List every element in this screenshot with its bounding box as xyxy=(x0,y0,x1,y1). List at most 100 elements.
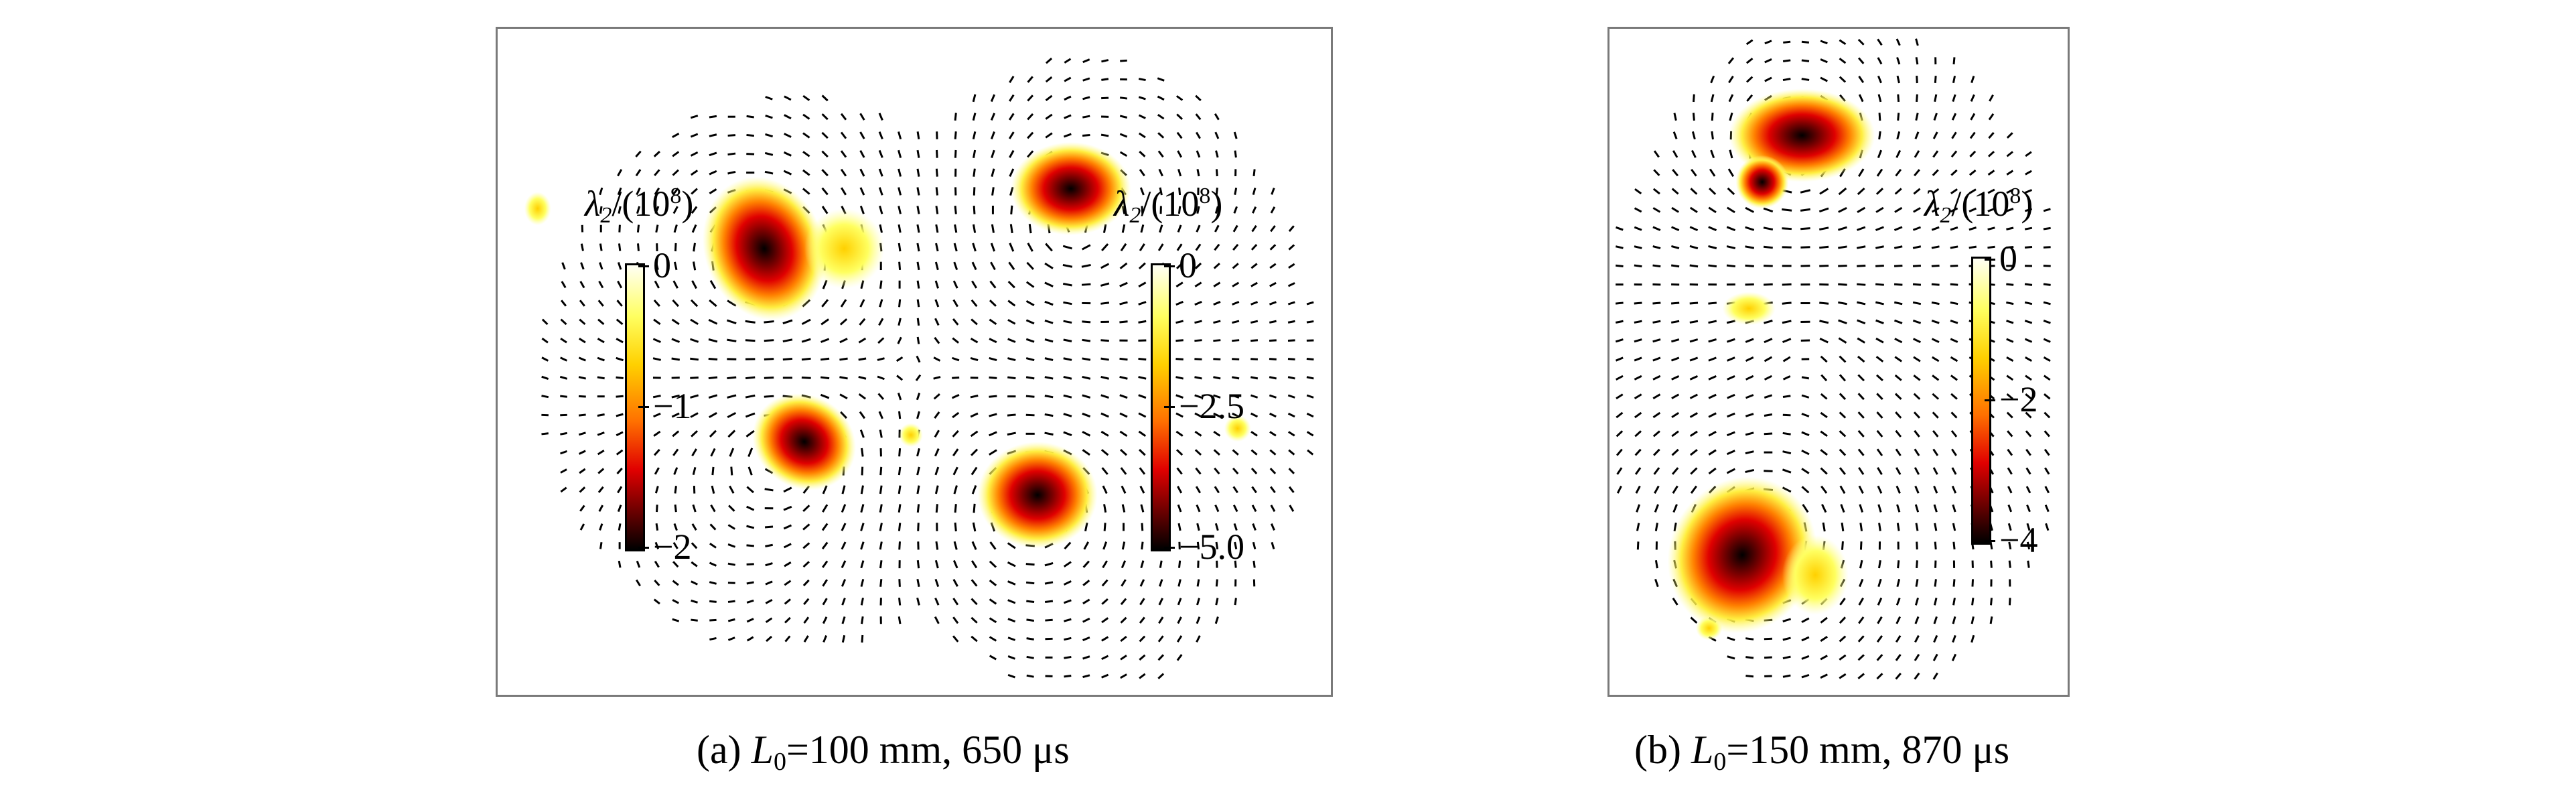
velocity-arrow xyxy=(693,261,697,271)
velocity-arrow xyxy=(1690,467,1698,475)
velocity-arrow xyxy=(765,598,773,604)
velocity-arrow xyxy=(879,541,883,550)
velocity-arrow xyxy=(953,243,958,252)
velocity-arrow xyxy=(1801,655,1810,660)
velocity-arrow xyxy=(935,187,939,196)
velocity-arrow xyxy=(971,541,977,550)
velocity-arrow xyxy=(1008,113,1015,121)
velocity-arrow xyxy=(1250,358,1259,360)
velocity-arrow xyxy=(2025,448,2031,456)
velocity-arrow xyxy=(1691,149,1697,158)
velocity-arrow xyxy=(916,597,920,606)
velocity-arrow xyxy=(1025,338,1035,343)
velocity-arrow xyxy=(879,523,883,531)
velocity-arrow xyxy=(727,524,735,530)
velocity-arrow xyxy=(1028,224,1032,234)
velocity-arrow xyxy=(745,394,756,399)
velocity-arrow xyxy=(1213,320,1221,324)
velocity-arrow xyxy=(672,133,680,139)
velocity-arrow xyxy=(820,338,830,343)
velocity-arrow xyxy=(1969,170,1977,176)
velocity-arrow xyxy=(599,206,603,214)
velocity-arrow xyxy=(1839,393,1847,400)
velocity-arrow xyxy=(820,376,830,380)
velocity-arrow xyxy=(989,338,997,344)
velocity-arrow xyxy=(1951,131,1957,139)
velocity-arrow xyxy=(953,541,958,550)
velocity-arrow xyxy=(916,243,920,252)
velocity-arrow xyxy=(1841,522,1845,532)
velocity-arrow xyxy=(765,96,773,100)
velocity-arrow xyxy=(616,376,624,379)
velocity-arrow xyxy=(597,299,604,307)
velocity-arrow xyxy=(1857,374,1865,382)
velocity-arrow xyxy=(1857,283,1866,286)
velocity-arrow xyxy=(1101,617,1109,624)
velocity-arrow xyxy=(859,318,866,326)
velocity-arrow xyxy=(671,357,681,361)
velocity-arrow xyxy=(1896,504,1901,513)
velocity-arrow xyxy=(2043,356,2051,362)
velocity-arrow xyxy=(1194,394,1202,399)
velocity-arrow xyxy=(652,357,661,361)
velocity-arrow xyxy=(636,187,641,196)
velocity-arrow xyxy=(1914,616,1920,624)
velocity-arrow xyxy=(1875,356,1884,362)
velocity-arrow xyxy=(822,504,829,513)
velocity-arrow xyxy=(710,504,716,513)
velocity-arrow xyxy=(1691,168,1697,177)
velocity-arrow xyxy=(1952,75,1956,84)
velocity-arrow xyxy=(934,318,940,326)
velocity-arrow xyxy=(1101,598,1108,605)
velocity-arrow xyxy=(1026,674,1034,678)
velocity-arrow xyxy=(1764,40,1772,45)
velocity-arrow xyxy=(1931,207,1940,213)
velocity-arrow xyxy=(746,153,755,155)
velocity-arrow xyxy=(1764,470,1773,472)
velocity-arrow xyxy=(560,486,567,493)
velocity-arrow xyxy=(1157,243,1164,251)
velocity-arrow xyxy=(989,356,997,362)
velocity-arrow xyxy=(1195,113,1202,121)
velocity-arrow xyxy=(952,280,958,289)
velocity-arrow xyxy=(1139,243,1145,251)
vortex-core-region xyxy=(1782,535,1849,615)
velocity-arrow xyxy=(2007,523,2012,531)
velocity-arrow xyxy=(653,299,660,307)
velocity-arrow xyxy=(1120,59,1127,62)
velocity-arrow xyxy=(916,393,921,401)
velocity-arrow xyxy=(1876,654,1883,661)
velocity-arrow xyxy=(859,131,865,139)
velocity-arrow xyxy=(1062,282,1072,287)
velocity-arrow xyxy=(784,580,792,586)
velocity-arrow xyxy=(1839,673,1847,679)
velocity-arrow xyxy=(952,579,958,587)
velocity-arrow xyxy=(709,429,717,438)
velocity-arrow xyxy=(1875,245,1884,249)
velocity-arrow xyxy=(1933,504,1938,513)
velocity-arrow xyxy=(708,394,718,399)
velocity-arrow xyxy=(1196,206,1200,214)
velocity-arrow xyxy=(1119,357,1128,361)
velocity-arrow xyxy=(916,224,920,233)
velocity-arrow xyxy=(1175,320,1184,324)
velocity-arrow xyxy=(1634,375,1642,381)
velocity-arrow xyxy=(1876,411,1883,419)
velocity-arrow xyxy=(1027,113,1034,121)
velocity-arrow xyxy=(1952,634,1956,643)
velocity-arrow xyxy=(1636,523,1640,531)
velocity-arrow xyxy=(745,376,756,380)
colorbar-2-tick-top: 0 xyxy=(1164,245,1197,285)
velocity-arrow xyxy=(1232,394,1240,399)
velocity-arrow xyxy=(898,485,902,494)
velocity-arrow xyxy=(1653,150,1660,158)
velocity-arrow xyxy=(1044,357,1054,361)
velocity-arrow xyxy=(616,413,624,417)
velocity-arrow xyxy=(1690,485,1697,494)
velocity-arrow xyxy=(709,561,717,567)
velocity-arrow xyxy=(1288,225,1295,232)
velocity-arrow xyxy=(1121,579,1127,587)
velocity-arrow xyxy=(1689,302,1699,305)
velocity-arrow xyxy=(1726,468,1736,474)
velocity-arrow xyxy=(765,543,774,547)
